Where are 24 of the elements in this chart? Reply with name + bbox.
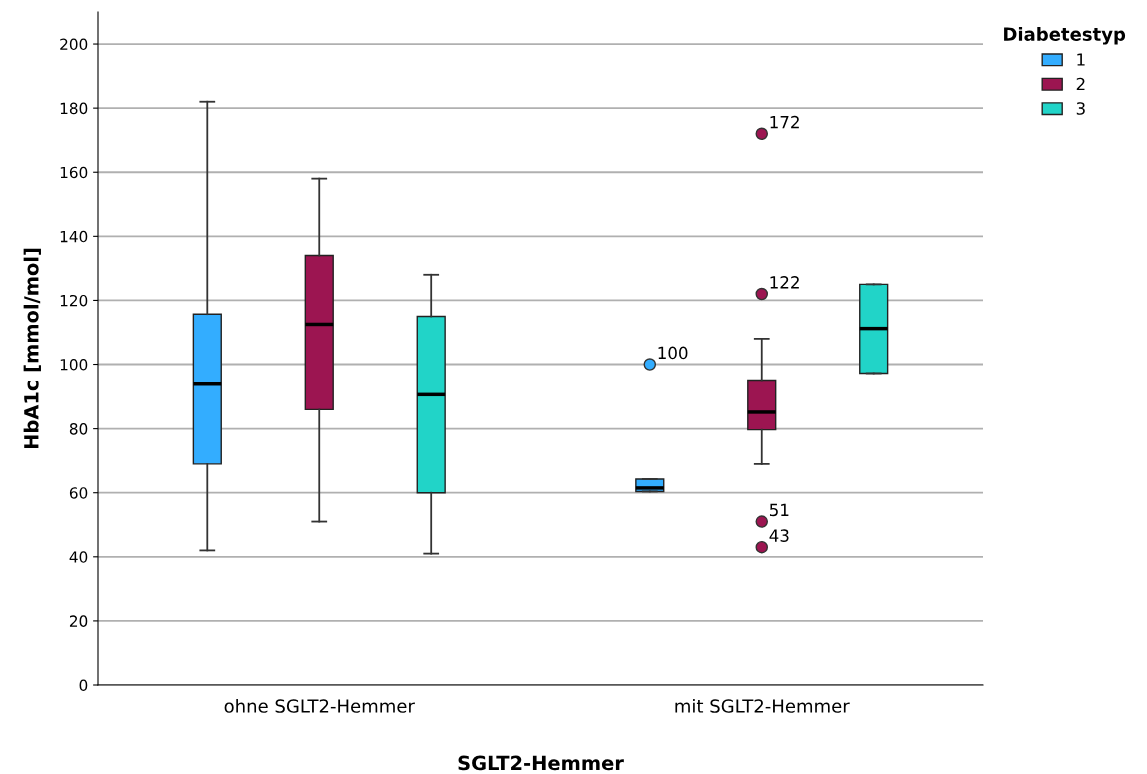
y-tick-label: 160 [60,166,88,179]
annotation: 43 [769,529,789,542]
legend-title: Diabetestyp [1004,27,1126,45]
annotation: 122 [770,276,799,289]
y-tick-label: 80 [69,423,88,435]
y-tick-label: 40 [69,551,88,563]
annotation: 172 [770,115,799,129]
y-tick-label: 140 [60,230,88,243]
x-tick-label: mit SGLT2-Hemmer [675,698,850,713]
legend-label: 3 [1076,102,1085,115]
legend-label: 2 [1076,77,1085,91]
x-axis-title: SGLT2-Hemmer [458,755,624,771]
legend-label: 1 [1077,53,1085,66]
y-tick-label: 100 [60,358,88,371]
annotation: 100 [658,346,688,360]
x-tick-label: ohne SGLT2-Hemmer [224,698,415,713]
y-tick-label: 60 [69,487,88,499]
y-tick-label: 180 [60,102,88,115]
y-tick-label: 20 [69,615,88,627]
annotation: 51 [769,503,789,517]
y-tick-label: 0 [79,679,88,692]
y-tick-label: 120 [60,294,88,307]
y-tick-label: 200 [60,38,88,51]
y-axis-title: HbA1c [mmol/mol] [23,248,41,449]
